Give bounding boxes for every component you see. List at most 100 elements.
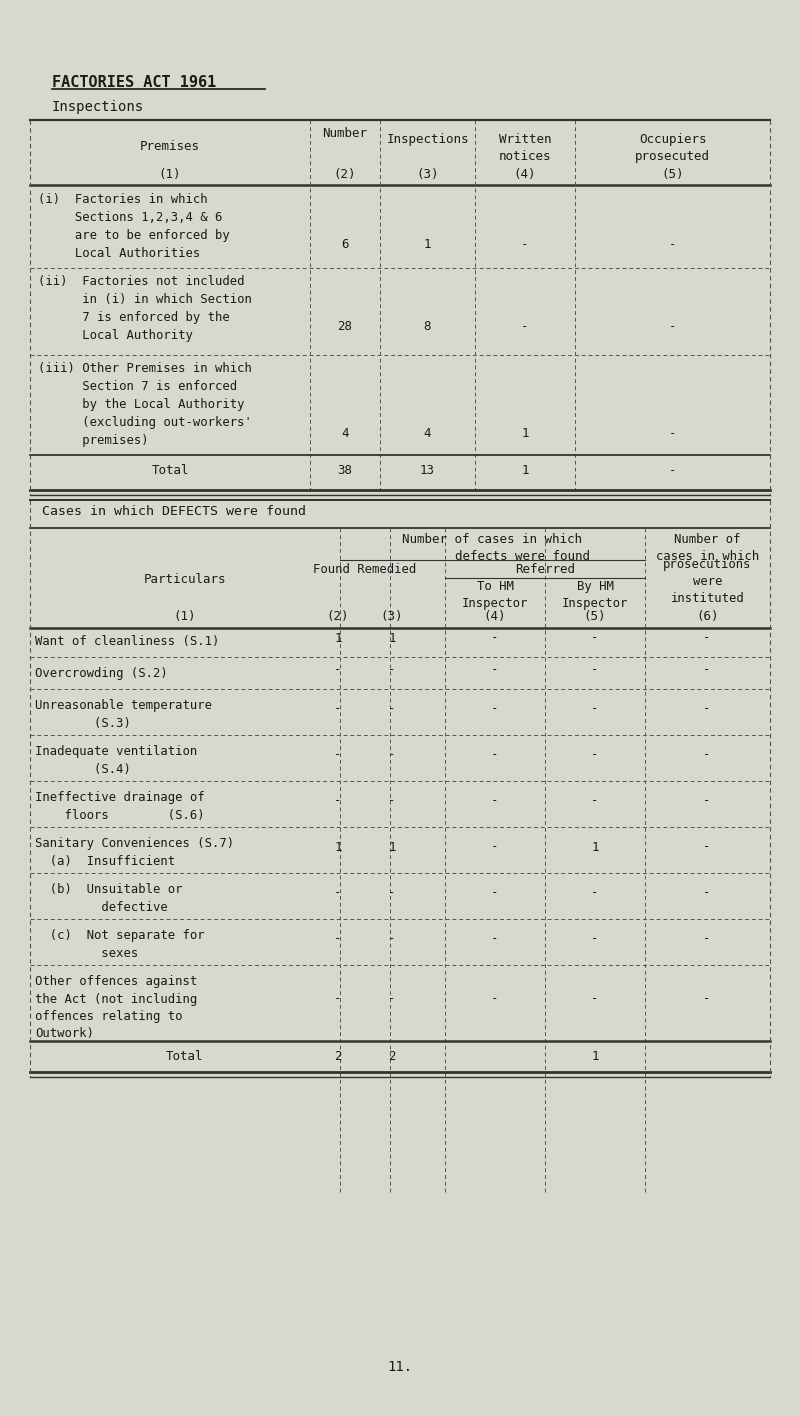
Text: -: - xyxy=(591,664,598,676)
Text: -: - xyxy=(334,702,342,716)
Text: -: - xyxy=(522,320,529,333)
Text: -: - xyxy=(591,631,598,644)
Text: -: - xyxy=(334,749,342,761)
Text: -: - xyxy=(669,238,676,250)
Text: Number of
cases in which: Number of cases in which xyxy=(656,533,759,563)
Text: -: - xyxy=(703,992,710,1006)
Text: prosecutions
were
instituted: prosecutions were instituted xyxy=(663,558,752,606)
Text: -: - xyxy=(703,932,710,945)
Text: Ineffective drainage of
    floors        (S.6): Ineffective drainage of floors (S.6) xyxy=(35,791,205,822)
Text: 1: 1 xyxy=(334,631,342,644)
Text: (4): (4) xyxy=(484,610,506,623)
Text: -: - xyxy=(703,664,710,676)
Text: -: - xyxy=(334,794,342,808)
Text: By HM
Inspector: By HM Inspector xyxy=(562,580,628,610)
Text: (b)  Unsuitable or
         defective: (b) Unsuitable or defective xyxy=(35,883,182,914)
Text: Number of cases in which
        defects were found: Number of cases in which defects were fo… xyxy=(395,533,590,563)
Text: -: - xyxy=(591,992,598,1006)
Text: -: - xyxy=(669,464,676,477)
Text: -: - xyxy=(491,841,498,853)
Text: 1: 1 xyxy=(424,238,431,250)
Text: (3): (3) xyxy=(381,610,403,623)
Text: Occupiers
prosecuted: Occupiers prosecuted xyxy=(635,133,710,163)
Text: Want of cleanliness (S.1): Want of cleanliness (S.1) xyxy=(35,635,219,648)
Text: (1): (1) xyxy=(158,168,182,181)
Text: -: - xyxy=(388,702,396,716)
Text: -: - xyxy=(703,702,710,716)
Text: 1: 1 xyxy=(334,841,342,853)
Text: -: - xyxy=(591,794,598,808)
Text: Found Remedied: Found Remedied xyxy=(314,563,417,576)
Text: -: - xyxy=(703,749,710,761)
Text: 4: 4 xyxy=(424,427,431,440)
Text: -: - xyxy=(491,702,498,716)
Text: -: - xyxy=(491,631,498,644)
Text: Inadequate ventilation
        (S.4): Inadequate ventilation (S.4) xyxy=(35,746,198,775)
Text: Premises: Premises xyxy=(140,140,200,153)
Text: To HM
Inspector: To HM Inspector xyxy=(462,580,528,610)
Text: -: - xyxy=(491,992,498,1006)
Text: -: - xyxy=(334,887,342,900)
Text: FACTORIES ACT 1961: FACTORIES ACT 1961 xyxy=(52,75,216,91)
Text: (2): (2) xyxy=(326,610,350,623)
Text: Inspections: Inspections xyxy=(386,133,469,146)
Text: 2: 2 xyxy=(334,1050,342,1063)
Text: -: - xyxy=(388,932,396,945)
Text: Written
notices: Written notices xyxy=(498,133,551,163)
Text: (4): (4) xyxy=(514,168,536,181)
Text: -: - xyxy=(388,749,396,761)
Text: -: - xyxy=(388,794,396,808)
Text: -: - xyxy=(491,749,498,761)
Text: -: - xyxy=(591,749,598,761)
Text: -: - xyxy=(703,841,710,853)
Text: -: - xyxy=(388,664,396,676)
Text: -: - xyxy=(703,631,710,644)
Text: -: - xyxy=(591,887,598,900)
Text: Inspections: Inspections xyxy=(52,100,144,115)
Text: -: - xyxy=(491,794,498,808)
Text: -: - xyxy=(388,887,396,900)
Text: Referred: Referred xyxy=(515,563,575,576)
Text: -: - xyxy=(491,932,498,945)
Text: 8: 8 xyxy=(424,320,431,333)
Text: 2: 2 xyxy=(388,1050,396,1063)
Text: Total: Total xyxy=(166,1050,204,1063)
Text: 4: 4 xyxy=(342,427,349,440)
Text: -: - xyxy=(491,664,498,676)
Text: (6): (6) xyxy=(696,610,718,623)
Text: Overcrowding (S.2): Overcrowding (S.2) xyxy=(35,666,168,681)
Text: Unreasonable temperature
        (S.3): Unreasonable temperature (S.3) xyxy=(35,699,212,730)
Text: (5): (5) xyxy=(584,610,606,623)
Text: 6: 6 xyxy=(342,238,349,250)
Text: -: - xyxy=(491,887,498,900)
Text: 1: 1 xyxy=(522,427,529,440)
Text: (i)  Factories in which
     Sections 1,2,3,4 & 6
     are to be enforced by
   : (i) Factories in which Sections 1,2,3,4 … xyxy=(38,192,230,260)
Text: 1: 1 xyxy=(591,1050,598,1063)
Text: Total: Total xyxy=(151,464,189,477)
Text: (2): (2) xyxy=(334,168,356,181)
Text: 13: 13 xyxy=(420,464,435,477)
Text: -: - xyxy=(703,794,710,808)
Text: 11.: 11. xyxy=(387,1360,413,1374)
Text: (c)  Not separate for
         sexes: (c) Not separate for sexes xyxy=(35,930,205,959)
Text: 1: 1 xyxy=(591,841,598,853)
Text: -: - xyxy=(591,702,598,716)
Text: -: - xyxy=(334,664,342,676)
Text: -: - xyxy=(591,932,598,945)
Text: (iii) Other Premises in which
      Section 7 is enforced
      by the Local Aut: (iii) Other Premises in which Section 7 … xyxy=(38,362,252,447)
Text: -: - xyxy=(703,887,710,900)
Text: (5): (5) xyxy=(662,168,684,181)
Text: Cases in which DEFECTS were found: Cases in which DEFECTS were found xyxy=(42,505,306,518)
Text: Number: Number xyxy=(322,127,367,140)
Text: 38: 38 xyxy=(338,464,353,477)
Text: Particulars: Particulars xyxy=(144,573,226,586)
Text: -: - xyxy=(388,992,396,1006)
Text: -: - xyxy=(334,992,342,1006)
Text: 1: 1 xyxy=(388,841,396,853)
Text: 1: 1 xyxy=(522,464,529,477)
Text: -: - xyxy=(669,320,676,333)
Text: (ii)  Factories not included
      in (i) in which Section
      7 is enforced b: (ii) Factories not included in (i) in wh… xyxy=(38,275,252,342)
Text: (1): (1) xyxy=(174,610,196,623)
Text: Other offences against
the Act (not including
offences relating to
Outwork): Other offences against the Act (not incl… xyxy=(35,975,198,1040)
Text: 28: 28 xyxy=(338,320,353,333)
